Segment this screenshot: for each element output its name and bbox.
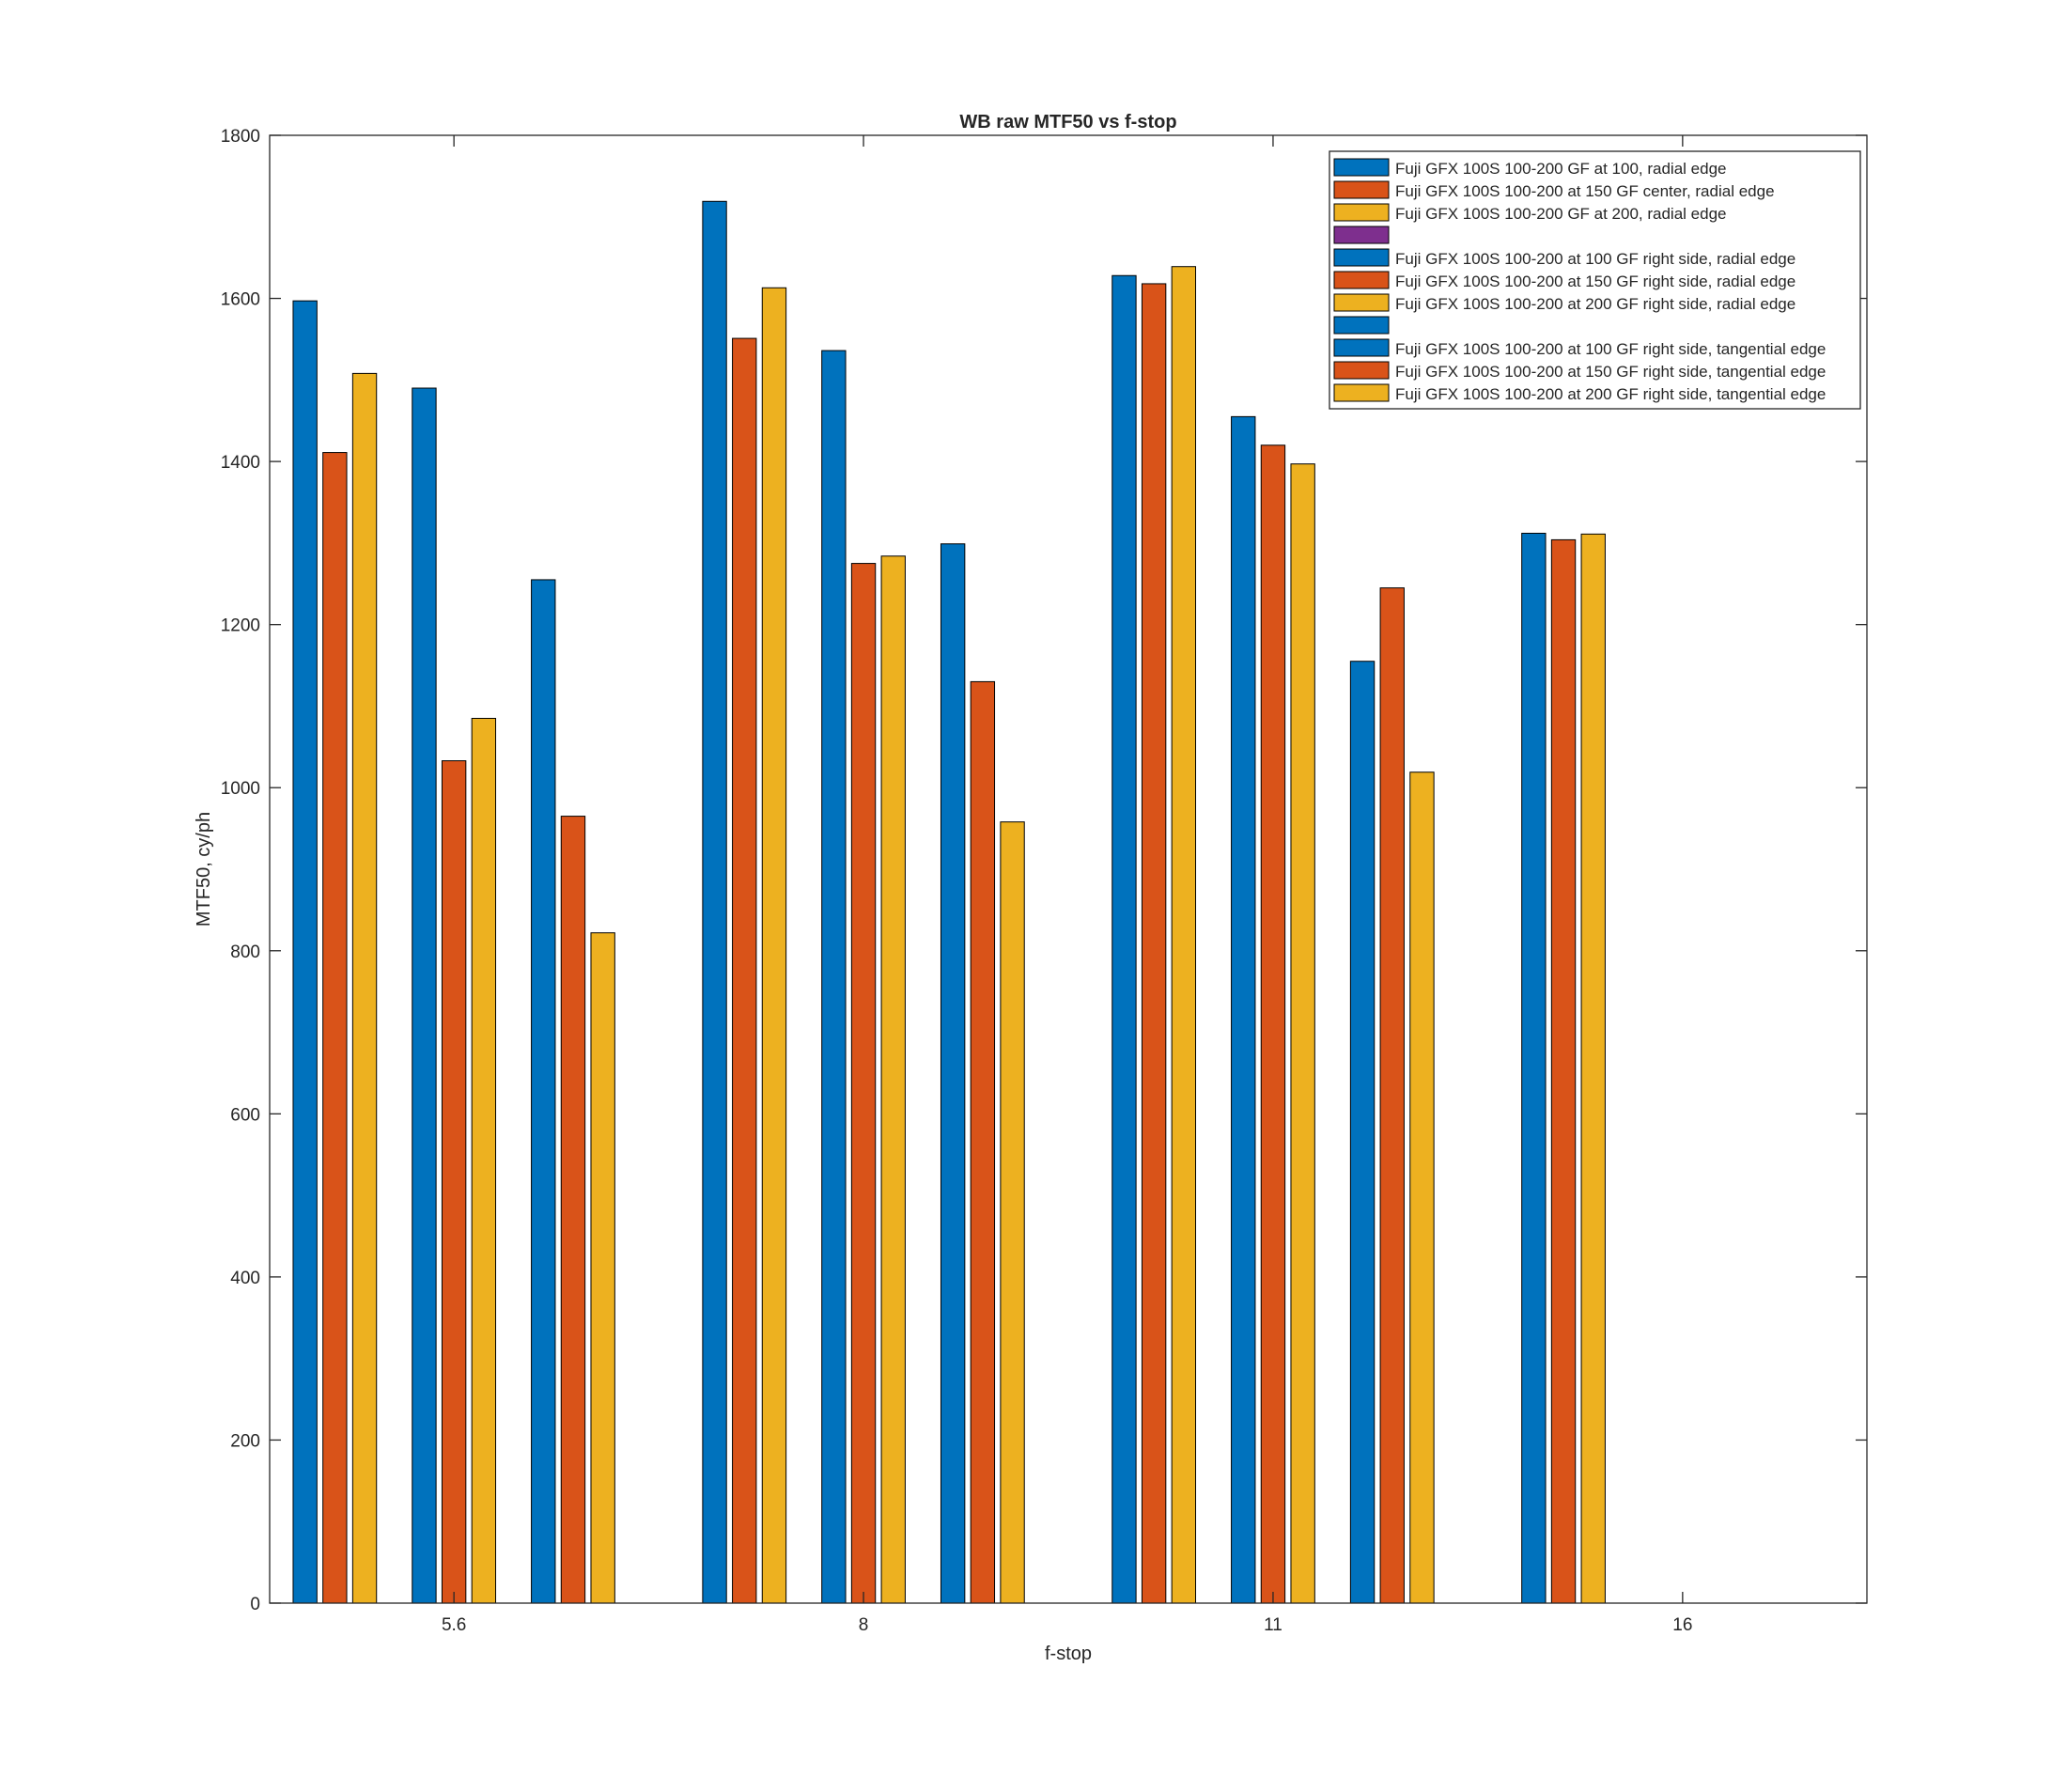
bar-s2-c3: [1580, 533, 1606, 1604]
y-tick-label: 200: [230, 1431, 260, 1451]
y-tick-label: 1200: [221, 616, 260, 636]
bar-s8-c2: [1349, 661, 1376, 1604]
bar-s0-c3: [1521, 532, 1547, 1604]
bars-layer: [292, 200, 1606, 1604]
bar-s10-c0: [590, 932, 615, 1604]
chart-title: WB raw MTF50 vs f-stop: [959, 112, 1176, 132]
legend-swatch: [1333, 316, 1390, 335]
legend-entry: Fuji GFX 100S 100-200 GF at 200, radial …: [1395, 205, 1726, 223]
bar-s4-c2: [1231, 415, 1256, 1604]
bar-s0-c2: [1112, 274, 1137, 1604]
bar-s0-c0: [292, 300, 318, 1604]
legend: Fuji GFX 100S 100-200 GF at 100, radial …: [1329, 150, 1861, 410]
bar-s9-c1: [970, 680, 996, 1604]
y-axis-label: MTF50, cy/ph: [194, 812, 214, 927]
bar-s4-c1: [821, 350, 847, 1604]
legend-swatch: [1333, 338, 1390, 357]
bar-s1-c0: [322, 452, 348, 1604]
legend-entry: Fuji GFX 100S 100-200 at 200 GF right si…: [1395, 385, 1826, 403]
bar-s1-c3: [1550, 538, 1577, 1604]
bar-s6-c2: [1290, 463, 1315, 1604]
bar-s5-c2: [1260, 444, 1286, 1604]
x-tick-label: 16: [1672, 1615, 1692, 1635]
legend-swatch: [1333, 361, 1390, 380]
bar-s2-c0: [351, 372, 378, 1604]
bar-s8-c0: [531, 579, 556, 1604]
legend-swatch: [1333, 180, 1390, 199]
x-tick-label: 5.6: [442, 1615, 466, 1635]
y-tick-label: 800: [230, 943, 260, 962]
bar-s10-c2: [1409, 771, 1435, 1604]
x-axis-label: f-stop: [1045, 1644, 1092, 1664]
bar-s0-c1: [702, 200, 727, 1604]
x-tick-label: 11: [1264, 1615, 1282, 1635]
y-tick-label: 1600: [221, 290, 260, 310]
y-tick-label: 1400: [221, 453, 260, 473]
legend-entry: Fuji GFX 100S 100-200 at 200 GF right si…: [1395, 295, 1796, 313]
bar-s9-c0: [560, 816, 586, 1604]
bar-s9-c2: [1379, 587, 1405, 1604]
legend-entry: Fuji GFX 100S 100-200 at 150 GF right si…: [1395, 363, 1826, 381]
y-tick-label: 0: [250, 1595, 260, 1614]
bar-s6-c0: [471, 717, 497, 1604]
bar-s1-c2: [1141, 283, 1167, 1604]
legend-swatch: [1333, 203, 1390, 222]
y-tick-label: 600: [230, 1105, 260, 1125]
legend-entry: Fuji GFX 100S 100-200 GF at 100, radial …: [1395, 160, 1726, 178]
bar-s5-c0: [441, 760, 467, 1604]
bar-s5-c1: [850, 563, 877, 1604]
legend-swatch: [1333, 158, 1390, 177]
legend-swatch: [1333, 226, 1390, 244]
legend-swatch: [1333, 248, 1390, 267]
legend-entry: Fuji GFX 100S 100-200 at 100 GF right si…: [1395, 250, 1796, 268]
legend-entry: Fuji GFX 100S 100-200 at 150 GF right si…: [1395, 273, 1796, 290]
legend-swatch: [1333, 293, 1390, 312]
legend-entry: Fuji GFX 100S 100-200 at 100 GF right si…: [1395, 340, 1826, 358]
legend-swatch: [1333, 383, 1390, 402]
bar-s4-c0: [412, 387, 437, 1604]
y-tick-label: 400: [230, 1269, 260, 1288]
plot-frame: [269, 134, 1868, 1604]
bar-s1-c1: [732, 337, 757, 1604]
bar-s2-c2: [1171, 266, 1197, 1604]
bar-s2-c1: [761, 287, 787, 1604]
legend-box: [1329, 150, 1861, 410]
bar-s8-c1: [940, 543, 966, 1604]
y-tick-label: 1000: [221, 779, 260, 799]
bar-s6-c1: [880, 555, 906, 1604]
bar-s10-c1: [1000, 821, 1025, 1604]
y-tick-label: 1800: [221, 127, 260, 147]
x-tick-label: 8: [859, 1615, 869, 1635]
legend-entry: Fuji GFX 100S 100-200 at 150 GF center, …: [1395, 182, 1775, 200]
legend-swatch: [1333, 271, 1390, 289]
